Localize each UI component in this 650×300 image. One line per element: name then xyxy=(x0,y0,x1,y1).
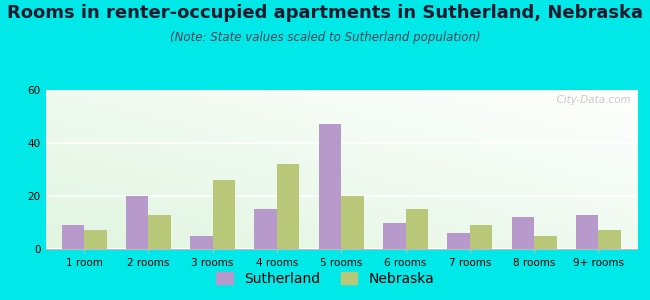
Text: City-Data.com: City-Data.com xyxy=(551,95,631,105)
Legend: Sutherland, Nebraska: Sutherland, Nebraska xyxy=(211,266,439,292)
Bar xyxy=(341,196,364,249)
Bar xyxy=(84,230,107,249)
Bar xyxy=(148,214,171,249)
Bar xyxy=(277,164,300,249)
Bar xyxy=(213,180,235,249)
Bar xyxy=(512,217,534,249)
Text: Rooms in renter-occupied apartments in Sutherland, Nebraska: Rooms in renter-occupied apartments in S… xyxy=(7,4,643,22)
Bar xyxy=(254,209,277,249)
Bar xyxy=(62,225,84,249)
Bar xyxy=(470,225,492,249)
Bar xyxy=(190,236,213,249)
Bar xyxy=(447,233,470,249)
Bar xyxy=(576,214,599,249)
Bar xyxy=(126,196,148,249)
Bar xyxy=(534,236,556,249)
Bar xyxy=(318,124,341,249)
Bar xyxy=(383,223,406,249)
Bar xyxy=(599,230,621,249)
Text: (Note: State values scaled to Sutherland population): (Note: State values scaled to Sutherland… xyxy=(170,32,480,44)
Bar xyxy=(406,209,428,249)
